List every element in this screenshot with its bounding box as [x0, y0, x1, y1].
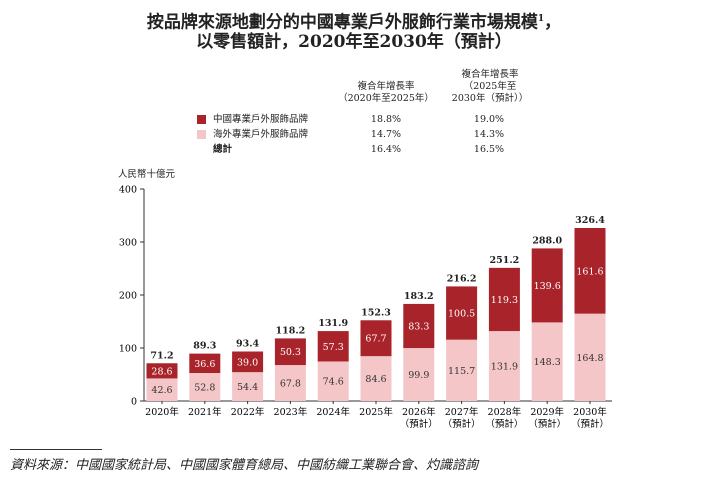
- data-label-china: 161.6: [576, 266, 603, 277]
- data-label-overseas: 115.7: [448, 366, 475, 377]
- data-label-overseas: 84.6: [365, 374, 386, 385]
- bar-overseas: [317, 361, 349, 401]
- data-label-china: 36.6: [194, 359, 215, 370]
- data-label-china: 119.3: [491, 295, 518, 306]
- cagr-header-2025-2030: 複合年增長率 （2025年至 2030年（預計））: [451, 69, 529, 104]
- data-label-overseas: 148.3: [534, 357, 561, 368]
- cagr1-overseas: 14.7%: [370, 129, 402, 140]
- bar-overseas: [574, 313, 606, 401]
- y-tick-label: 100: [119, 344, 137, 355]
- data-label-overseas: 52.8: [194, 383, 215, 394]
- data-label-total: 93.4: [236, 338, 260, 349]
- bar-overseas: [232, 372, 264, 401]
- y-axis-unit-label: 人民幣十億元: [118, 169, 176, 180]
- data-label-overseas: 54.4: [237, 382, 258, 393]
- x-tick-label: 2025年: [359, 406, 393, 418]
- data-label-total: 326.4: [575, 215, 605, 226]
- x-tick-label: （預計）: [443, 418, 481, 430]
- source-divider: [10, 449, 102, 450]
- x-tick-label: 2029年: [530, 406, 564, 418]
- x-tick-label: 2020年: [145, 406, 179, 418]
- legend-label-china: 中國專業戶外服飾品牌: [213, 114, 309, 125]
- bar-overseas: [403, 348, 435, 401]
- bar-overseas: [531, 322, 563, 401]
- y-tick-label: 300: [119, 238, 137, 249]
- cagr1-total: 16.4%: [370, 144, 402, 155]
- x-tick-label: （預計）: [400, 418, 438, 430]
- x-tick-label: 2030年: [573, 406, 607, 418]
- data-label-china: 57.3: [323, 342, 344, 353]
- data-label-china: 83.3: [408, 321, 429, 332]
- cagr1-china: 18.8%: [370, 114, 402, 125]
- chart-title-line2: 以零售額計，2020年至2030年（預計）: [196, 32, 512, 52]
- x-tick-label: （預計）: [571, 418, 609, 430]
- cagr2-total: 16.5%: [473, 144, 505, 155]
- cagr2-china: 19.0%: [473, 114, 505, 125]
- bar-overseas: [446, 339, 478, 401]
- x-tick-label: 2026年: [402, 406, 436, 418]
- legend-swatch-overseas: [197, 130, 206, 139]
- x-tick-label: 2028年: [488, 406, 522, 418]
- data-label-overseas: 74.6: [323, 377, 344, 388]
- source-note: 資料來源：中國國家統計局、中國國家體育總局、中國紡織工業聯合會、灼識諮詢: [10, 458, 479, 473]
- data-label-overseas: 42.6: [151, 385, 172, 396]
- data-label-china: 28.6: [151, 366, 172, 377]
- bar-china: [531, 248, 563, 323]
- data-label-overseas: 164.8: [576, 353, 603, 364]
- data-label-total: 131.9: [318, 318, 348, 329]
- bar-overseas: [274, 365, 306, 401]
- data-label-overseas: 131.9: [491, 362, 518, 373]
- data-label-china: 100.5: [448, 309, 475, 320]
- data-label-total: 118.2: [276, 325, 306, 336]
- bar-china: [403, 303, 435, 349]
- data-label-china: 39.0: [237, 357, 258, 368]
- bar-china: [488, 267, 520, 332]
- bar-overseas: [146, 378, 178, 401]
- data-label-overseas: 99.9: [408, 370, 429, 381]
- x-tick-label: 2027年: [445, 406, 479, 418]
- bar-overseas: [360, 356, 392, 401]
- x-tick-label: 2021年: [188, 406, 222, 418]
- data-label-china: 139.6: [534, 281, 561, 292]
- x-tick-label: （預計）: [528, 418, 566, 430]
- data-label-china: 67.7: [365, 334, 386, 345]
- y-tick-label: 400: [119, 185, 137, 196]
- data-label-total: 89.3: [193, 341, 216, 352]
- data-label-china: 50.3: [280, 347, 301, 358]
- bar-china: [360, 320, 392, 357]
- bar-china: [232, 351, 264, 373]
- x-tick-label: 2022年: [231, 406, 265, 418]
- bar-overseas: [488, 331, 520, 401]
- bar-china: [446, 286, 478, 340]
- y-tick-label: 0: [131, 397, 137, 408]
- chart-title-line1: 按品牌來源地劃分的中國專業戶外服飾行業市場規模1，: [146, 12, 562, 33]
- legend-swatch-china: [197, 115, 206, 124]
- legend-label-overseas: 海外專業戶外服飾品牌: [213, 129, 309, 140]
- cagr2-overseas: 14.3%: [473, 129, 505, 140]
- bar-china: [574, 228, 606, 314]
- data-label-total: 71.2: [150, 350, 173, 361]
- y-tick-label: 200: [119, 291, 137, 302]
- footnote-marker: 1: [537, 14, 545, 24]
- data-label-total: 216.2: [447, 273, 477, 284]
- x-tick-label: 2023年: [274, 406, 308, 418]
- bar-china: [274, 338, 306, 366]
- data-label-total: 288.0: [532, 235, 562, 246]
- data-label-total: 251.2: [490, 255, 520, 266]
- bar-china: [189, 353, 221, 374]
- bar-china: [146, 363, 178, 379]
- legend-label-total: 總計: [213, 144, 233, 155]
- data-label-overseas: 67.8: [280, 379, 301, 390]
- bar-overseas: [189, 373, 221, 401]
- x-tick-label: 2024年: [316, 406, 350, 418]
- data-label-total: 183.2: [404, 291, 434, 302]
- cagr-header-2020-2025: 複合年增長率 （2020年至2025年）: [338, 81, 434, 104]
- x-tick-label: （預計）: [485, 418, 523, 430]
- bar-china: [317, 331, 349, 362]
- data-label-total: 152.3: [361, 307, 391, 318]
